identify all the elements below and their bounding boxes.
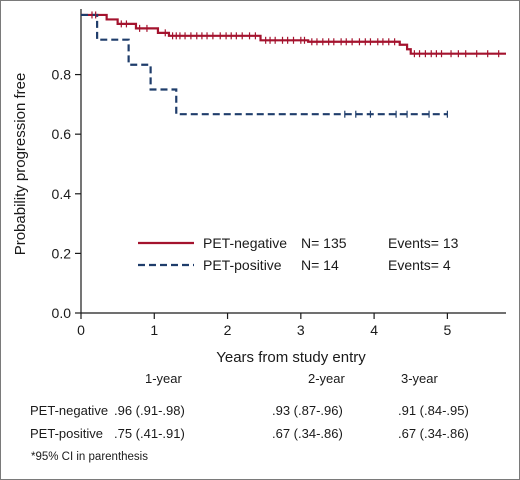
km-chart: 0 1 2 3 4 5 0.0 0.2 0.4 0.6 0.8 Probability progre… — [12, 9, 506, 366]
table-cell: .67 (.34-.86) — [398, 426, 469, 441]
chart-axes — [80, 9, 506, 314]
legend-events-label: Events= 4 — [388, 257, 451, 273]
legend-series-name: PET-positive — [203, 257, 282, 273]
table-cell: .93 (.87-.96) — [272, 403, 343, 418]
x-tick-label: 0 — [77, 322, 85, 338]
y-tick-label: 0.8 — [52, 67, 72, 83]
chart-curves — [81, 13, 506, 116]
x-tick-label: 3 — [297, 322, 305, 338]
legend-n-label: N= 135 — [301, 235, 347, 251]
legend-events-label: Events= 13 — [388, 235, 459, 251]
table-row-label: PET-positive — [30, 426, 103, 441]
table-row-label: PET-negative — [30, 403, 109, 418]
x-tick-label: 5 — [443, 322, 451, 338]
table-header: 3-year — [401, 371, 438, 386]
x-tick-label: 1 — [150, 322, 158, 338]
y-tick-label: 0.6 — [52, 126, 72, 142]
x-tick-label: 4 — [370, 322, 378, 338]
legend-n-label: N= 14 — [301, 257, 339, 273]
table-cell: .75 (.41-.91) — [114, 426, 185, 441]
y-tick-label: 0.4 — [52, 186, 72, 202]
table-cell: .91 (.84-.95) — [398, 403, 469, 418]
series-line-pet-negative — [81, 13, 506, 55]
table-cell: .96 (.91-.98) — [114, 403, 185, 418]
chart-legend: PET-negative N= 135 Events= 13 PET-positive… — [138, 235, 459, 273]
table-cell: .67 (.34-.86) — [272, 426, 343, 441]
x-tick-label: 2 — [224, 322, 232, 338]
chart-censor-marks — [91, 11, 500, 118]
y-axis-label: Probability progression free — [12, 73, 29, 256]
chart-ticks: 0 1 2 3 4 5 0.0 0.2 0.4 0.6 0.8 — [52, 67, 452, 338]
x-axis-label: Years from study entry — [216, 349, 366, 366]
legend-series-name: PET-negative — [203, 235, 287, 251]
y-tick-label: 0.2 — [52, 245, 72, 261]
table-footnote: *95% CI in parenthesis — [31, 451, 148, 463]
y-tick-label: 0.0 — [52, 305, 72, 321]
table-header: 1-year — [145, 371, 182, 386]
table-header: 2-year — [308, 371, 345, 386]
series-line-pet-positive — [81, 13, 448, 116]
